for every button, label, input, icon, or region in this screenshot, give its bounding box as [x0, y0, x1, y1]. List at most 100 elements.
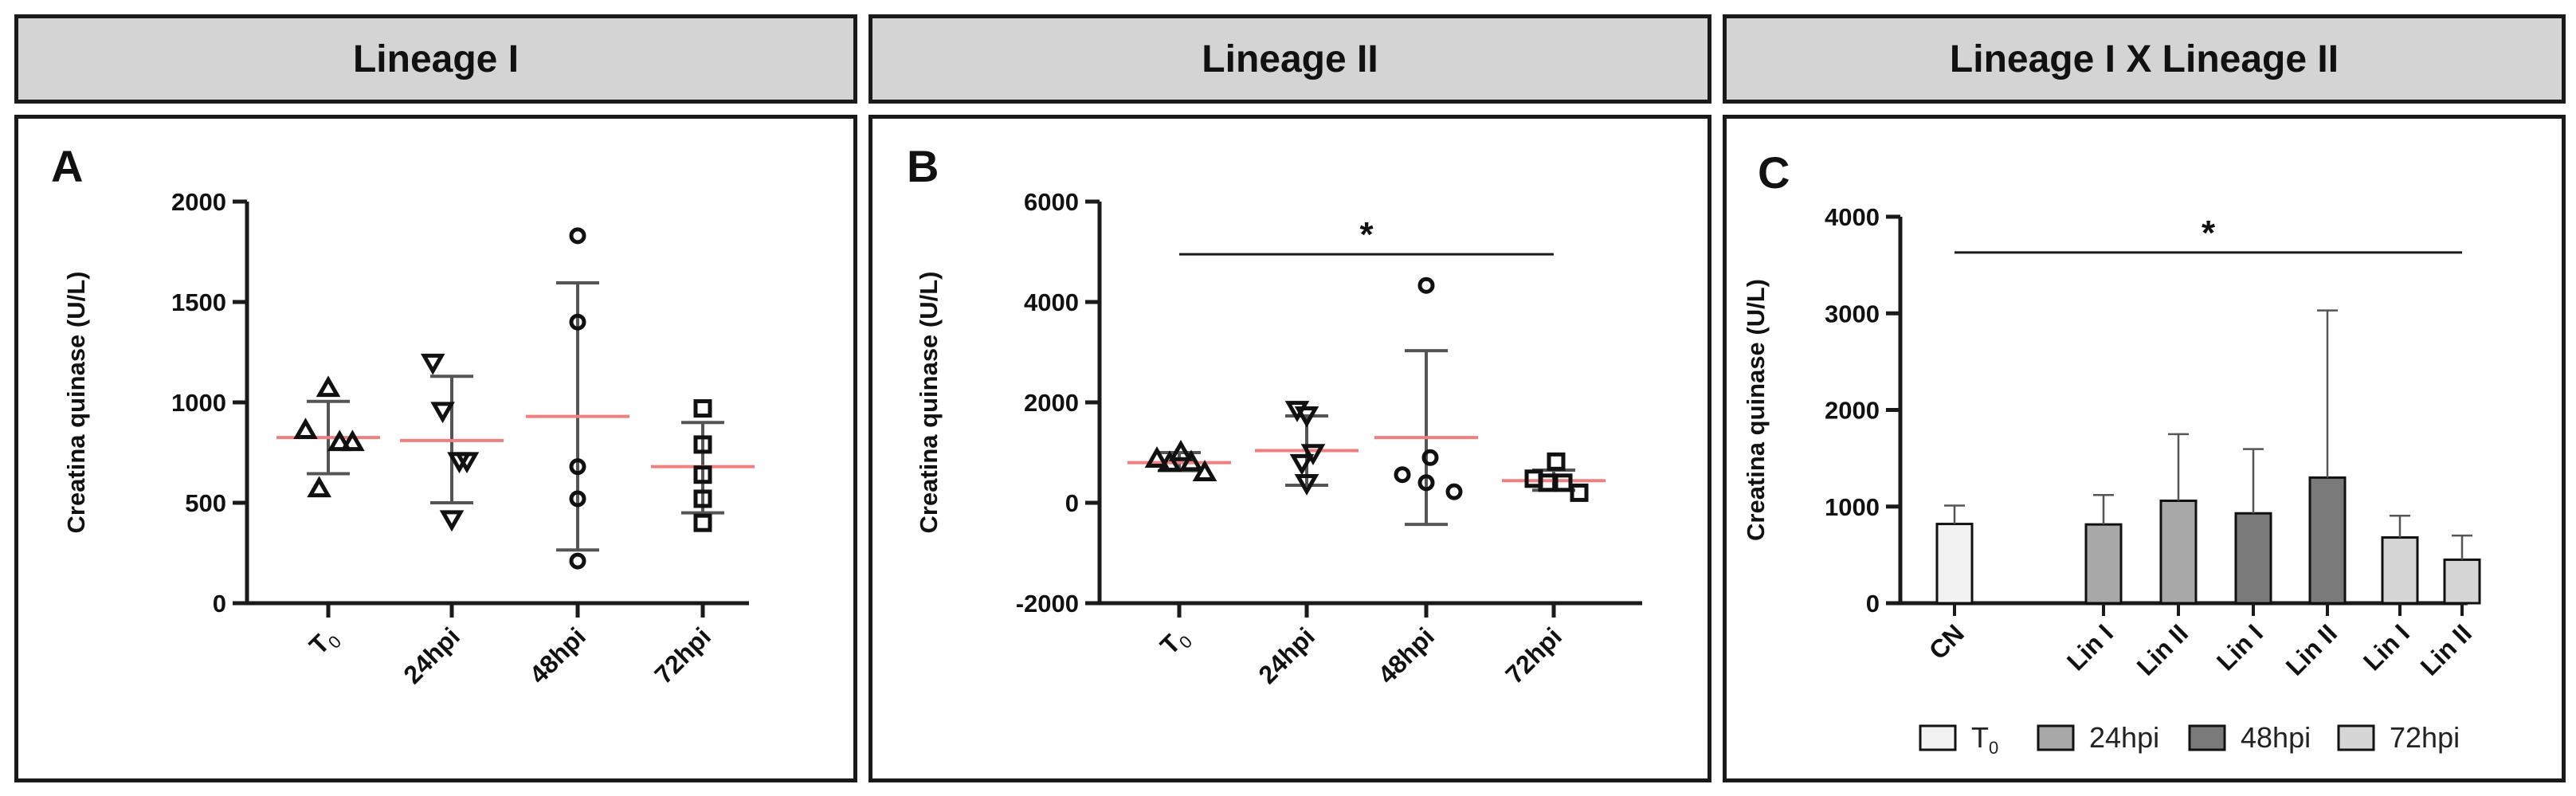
chart-a-data-point: [693, 435, 712, 454]
chart-c-y-tick-label: 2000: [1825, 397, 1880, 425]
chart-b-x-tick-label: 72hpi: [1500, 622, 1567, 689]
chart-b-data-point: [1421, 449, 1439, 466]
chart-a-y-tick-label: 2000: [171, 188, 226, 216]
chart-b-data-point: [1417, 474, 1435, 492]
panel-c-letter: C: [1758, 147, 1790, 198]
chart-a-data-point: [327, 429, 352, 452]
chart-b-data-point: [1157, 450, 1182, 472]
chart-c-bar: [2234, 512, 2272, 605]
chart-a-y-tick-label: 1500: [171, 288, 226, 316]
chart-a-x-tick-label: 72hpi: [649, 622, 716, 689]
chart-b-x-tick-label: 24hpi: [1253, 622, 1320, 689]
chart-a-y-tick-label: 0: [213, 590, 226, 618]
chart-c-legend-label: T0: [1971, 721, 1998, 758]
chart-b-significance-star: *: [1359, 215, 1374, 254]
panel-b-letter: B: [907, 141, 939, 191]
chart-b-data-point: [1192, 460, 1217, 481]
chart-c-legend-label: 48hpi: [2241, 721, 2311, 754]
chart-c-bar: [2381, 536, 2419, 605]
chart-b-data-point: [1394, 466, 1411, 484]
chart-b-y-axis-label: Creatina quinase (U/L): [915, 272, 943, 534]
chart-a-x-tick-label: T0: [304, 622, 345, 663]
header-lineage-2: Lineage II: [868, 14, 1711, 104]
chart-a-data-point: [293, 418, 318, 440]
chart-c-x-tick-label: Lin I: [2211, 618, 2268, 676]
chart-c-y-tick-label: 1000: [1825, 493, 1880, 521]
header-lineage-1: Lineage I: [14, 14, 857, 104]
chart-b-data-point: [1294, 474, 1319, 496]
chart-c-legend-swatch: [2337, 724, 2375, 751]
chart-b-data-point: [1570, 483, 1589, 502]
chart-c-legend-swatch: [2188, 724, 2226, 751]
panel-a: [14, 115, 857, 782]
chart-c-legend-swatch: [2037, 724, 2075, 751]
chart-b-y-tick-label: -2000: [1016, 590, 1079, 618]
chart-c-legend-swatch: [1919, 724, 1957, 751]
chart-b-y-tick-label: 2000: [1024, 389, 1079, 417]
chart-c-bar: [2084, 523, 2123, 605]
chart-a-data-point: [454, 452, 480, 474]
chart-a-y-axis-label: Creatina quinase (U/L): [62, 272, 90, 534]
chart-a-data-point: [307, 476, 331, 498]
chart-c-x-tick-label: Lin II: [2415, 618, 2477, 680]
chart-b-y-tick-label: 6000: [1024, 188, 1079, 216]
chart-c-x-tick-label: Lin II: [2280, 618, 2343, 680]
chart-a-x-tick-label: 48hpi: [523, 622, 591, 689]
chart-a-data-point: [316, 375, 341, 398]
chart-a-data-point: [569, 227, 586, 245]
chart-c-x-tick-label: CN: [1923, 618, 1970, 665]
header-lineage-1-text: Lineage I: [352, 37, 520, 80]
chart-b-data-point: [1547, 452, 1566, 471]
panel-a-letter: A: [51, 141, 84, 191]
chart-b-data-point: [1300, 444, 1326, 466]
chart-b-data-point: [1289, 453, 1315, 476]
chart-c-legend-label: 72hpi: [2390, 721, 2460, 754]
header-cross: Lineage I X Lineage II: [1723, 14, 2566, 104]
chart-b-x-tick-label: 48hpi: [1372, 622, 1440, 689]
chart-b-data-point: [1168, 439, 1194, 461]
chart-a-data-point: [569, 552, 586, 570]
chart-a-data-point: [693, 465, 712, 484]
chart-a-data-point: [693, 399, 712, 418]
chart-a-y-tick-label: 1000: [171, 389, 226, 417]
chart-c-bar: [2308, 476, 2347, 605]
chart-b-data-point: [1144, 446, 1170, 468]
chart-a-data-point: [340, 429, 365, 452]
chart-c-y-tick-label: 0: [1866, 590, 1880, 618]
chart-c-x-tick-label: Lin I: [2061, 618, 2119, 676]
chart-b-data-point: [1284, 401, 1310, 422]
chart-b-data-point: [1178, 449, 1204, 472]
header-cross-text: Lineage I X Lineage II: [1949, 37, 2339, 80]
chart-b-data-point: [1445, 483, 1463, 500]
chart-b-x-tick-label: T0: [1155, 622, 1196, 663]
chart-b-y-tick-label: 4000: [1024, 288, 1079, 316]
chart-a-data-point: [693, 489, 712, 508]
chart-c-significance-star: *: [2202, 214, 2216, 253]
chart-a-x-tick-label: 24hpi: [398, 622, 465, 689]
chart-b-data-point: [1554, 473, 1573, 492]
chart-c-bar: [2159, 499, 2198, 605]
chart-c-legend-label: 24hpi: [2089, 721, 2159, 754]
chart-c-x-tick-label: Lin I: [2358, 618, 2415, 676]
chart-a-data-point: [430, 402, 455, 424]
panel-c: [1723, 115, 2566, 782]
chart-a-y-tick-label: 500: [185, 489, 226, 517]
chart-c-y-axis-label: Creatina quinase (U/L): [1742, 279, 1770, 541]
chart-a-data-point: [439, 510, 465, 532]
chart-c-x-tick-label: Lin II: [2131, 618, 2194, 680]
chart-a-data-point: [569, 313, 586, 331]
header-lineage-2-text: Lineage II: [1202, 37, 1378, 80]
chart-b-y-tick-label: 0: [1065, 489, 1079, 517]
chart-b-data-point: [1294, 406, 1319, 428]
panel-b: [868, 115, 1711, 782]
chart-a-data-point: [693, 513, 712, 532]
chart-c-bar: [1935, 523, 1974, 605]
chart-a-data-point: [569, 490, 586, 508]
chart-b-data-point: [1417, 276, 1435, 294]
chart-a-data-point: [569, 458, 586, 476]
chart-c-y-tick-label: 4000: [1825, 203, 1880, 231]
chart-c-bar: [2443, 558, 2481, 605]
chart-a-data-point: [420, 353, 445, 375]
chart-c-y-tick-label: 3000: [1825, 300, 1880, 327]
